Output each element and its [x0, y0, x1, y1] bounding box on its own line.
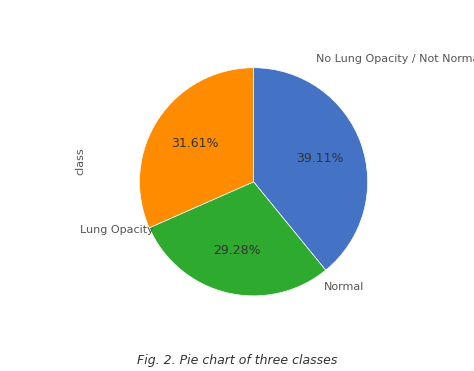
- Text: 39.11%: 39.11%: [296, 152, 344, 165]
- Text: 29.28%: 29.28%: [213, 244, 261, 257]
- Wedge shape: [254, 68, 368, 270]
- Wedge shape: [149, 182, 326, 296]
- Text: Normal: Normal: [324, 282, 365, 292]
- Text: Lung Opacity: Lung Opacity: [80, 225, 154, 235]
- Text: 31.61%: 31.61%: [171, 137, 218, 150]
- Text: Fig. 2. Pie chart of three classes: Fig. 2. Pie chart of three classes: [137, 354, 337, 367]
- Text: No Lung Opacity / Not Normal: No Lung Opacity / Not Normal: [316, 53, 474, 63]
- Wedge shape: [139, 68, 254, 228]
- Text: class: class: [75, 147, 85, 175]
